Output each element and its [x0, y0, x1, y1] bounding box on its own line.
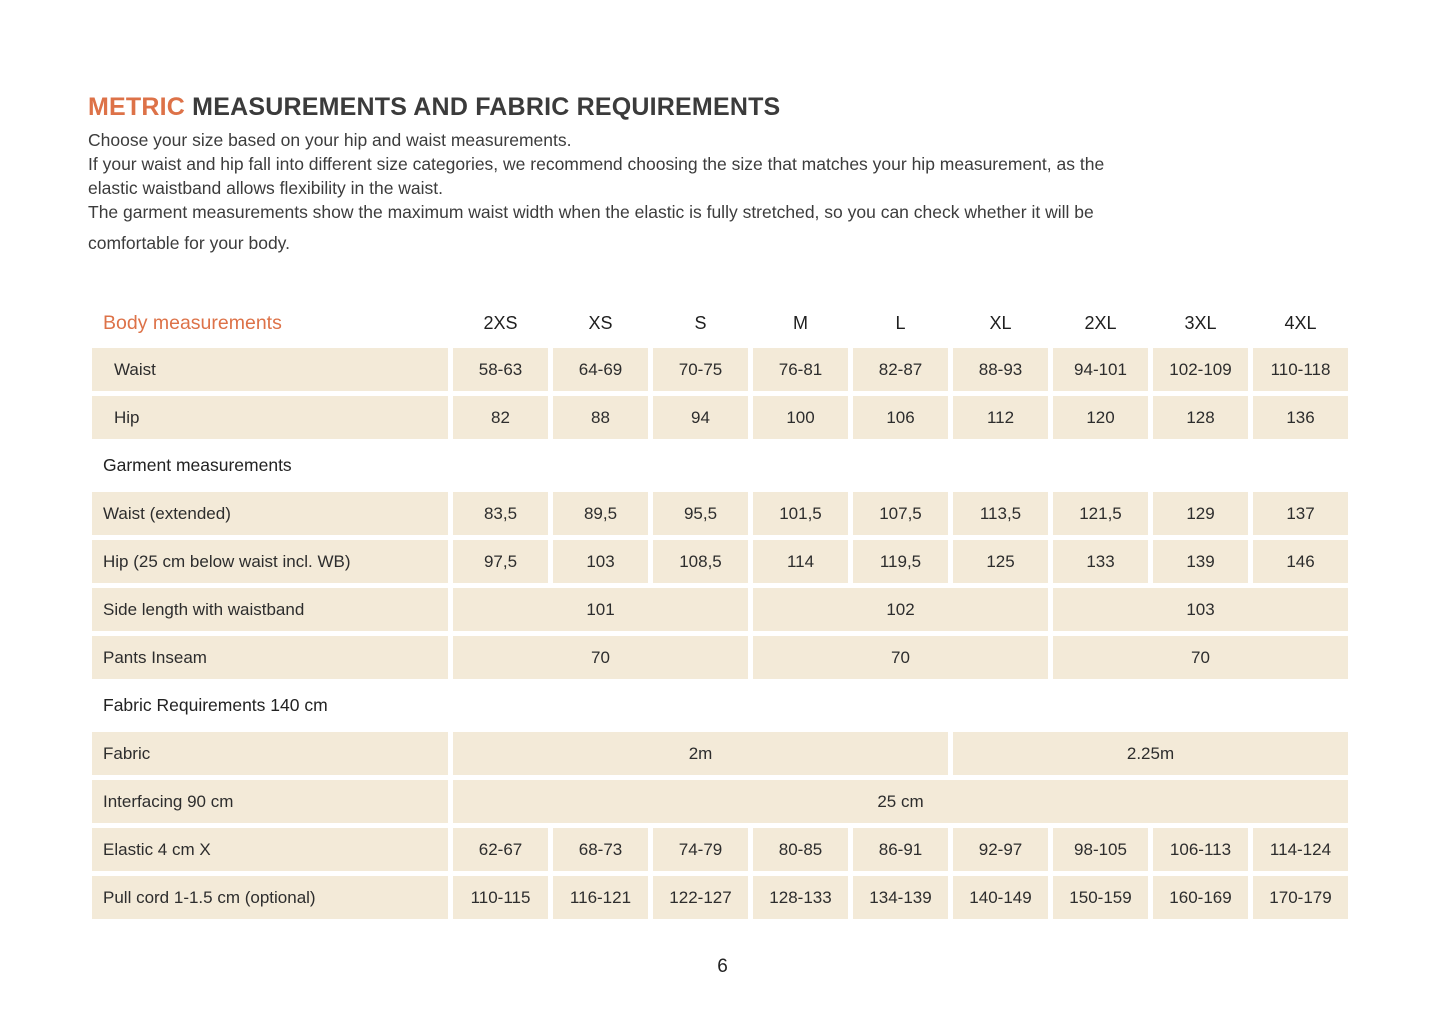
table-header-body-measurements: Body measurements [103, 311, 282, 334]
table-cell: 98-105 [1053, 828, 1148, 871]
row-label-waist-extended: Waist (extended) [92, 492, 448, 535]
size-column-header: 2XL [1084, 312, 1117, 333]
section-heading-fabric: Fabric Requirements 140 cm [103, 695, 328, 715]
page-number: 6 [717, 956, 728, 977]
page-title: METRIC MEASUREMENTS AND FABRIC REQUIREME… [88, 92, 1300, 122]
page-title-highlight: METRIC [88, 93, 186, 121]
intro-line: Choose your size based on your hip and w… [88, 130, 572, 150]
table-cell: 134-139 [853, 876, 948, 919]
table-cell: 136 [1253, 396, 1348, 439]
table-cell-merged: 70 [453, 636, 748, 679]
table-cell: 106 [853, 396, 948, 439]
table-cell: 64-69 [553, 348, 648, 391]
page-title-rest: MEASUREMENTS AND FABRIC REQUIREMENTS [185, 93, 781, 121]
table-cell: 74-79 [653, 828, 748, 871]
row-label-interfacing: Interfacing 90 cm [92, 780, 448, 823]
row-label-hip: Hip [92, 396, 448, 439]
table-cell: 133 [1053, 540, 1148, 583]
page-content: METRIC MEASUREMENTS AND FABRIC REQUIREME… [88, 92, 1348, 919]
table-cell: 100 [753, 396, 848, 439]
table-cell: 110-115 [453, 876, 548, 919]
table-cell: 70-75 [653, 348, 748, 391]
intro-paragraphs: Choose your size based on your hip and w… [88, 128, 1300, 255]
intro-line: If your waist and hip fall into differen… [88, 154, 1105, 174]
table-cell-merged: 25 cm [453, 780, 1348, 823]
intro-line: comfortable for your body. [88, 233, 290, 253]
table-cell-merged: 103 [1053, 588, 1348, 631]
row-label-hip-garment: Hip (25 cm below waist incl. WB) [92, 540, 448, 583]
row-label-elastic: Elastic 4 cm X [92, 828, 448, 871]
table-cell: 125 [953, 540, 1048, 583]
table-cell: 92-97 [953, 828, 1048, 871]
table-cell: 146 [1253, 540, 1348, 583]
table-cell: 119,5 [853, 540, 948, 583]
table-cell: 89,5 [553, 492, 648, 535]
table-cell: 160-169 [1153, 876, 1248, 919]
table-cell: 110-118 [1253, 348, 1348, 391]
table-cell: 116-121 [553, 876, 648, 919]
size-column-header: S [694, 312, 707, 333]
section-heading-garment: Garment measurements [103, 455, 292, 475]
size-column-header: XL [989, 312, 1012, 333]
table-cell: 102-109 [1153, 348, 1248, 391]
table-cell: 113,5 [953, 492, 1048, 535]
size-column-header: 4XL [1284, 312, 1317, 333]
table-cell: 103 [553, 540, 648, 583]
table-cell: 76-81 [753, 348, 848, 391]
table-cell-merged: 2m [453, 732, 948, 775]
table-cell: 94 [653, 396, 748, 439]
table-cell: 120 [1053, 396, 1148, 439]
size-column-header: M [793, 312, 808, 333]
size-column-header: 2XS [483, 312, 518, 333]
table-cell: 128-133 [753, 876, 848, 919]
table-cell: 82-87 [853, 348, 948, 391]
table-cell-merged: 2.25m [953, 732, 1348, 775]
table-cell: 128 [1153, 396, 1248, 439]
table-cell: 140-149 [953, 876, 1048, 919]
table-cell: 122-127 [653, 876, 748, 919]
table-cell: 150-159 [1053, 876, 1148, 919]
table-cell-merged: 70 [1053, 636, 1348, 679]
table-cell: 83,5 [453, 492, 548, 535]
table-cell: 114-124 [1253, 828, 1348, 871]
table-cell: 114 [753, 540, 848, 583]
row-label-pull-cord: Pull cord 1-1.5 cm (optional) [92, 876, 448, 919]
table-cell: 107,5 [853, 492, 948, 535]
table-cell: 88 [553, 396, 648, 439]
size-column-header: L [895, 312, 906, 333]
table-cell-merged: 101 [453, 588, 748, 631]
table-cell-merged: 102 [753, 588, 1048, 631]
table-cell: 121,5 [1053, 492, 1148, 535]
table-cell: 95,5 [653, 492, 748, 535]
size-column-header: XS [588, 312, 613, 333]
size-column-header: 3XL [1184, 312, 1217, 333]
table-cell: 129 [1153, 492, 1248, 535]
table-cell: 170-179 [1253, 876, 1348, 919]
table-cell: 106-113 [1153, 828, 1248, 871]
table-cell: 137 [1253, 492, 1348, 535]
table-cell: 94-101 [1053, 348, 1148, 391]
size-table: Body measurements 2XS XS S M L XL 2XL 3X… [92, 303, 1348, 919]
table-cell: 101,5 [753, 492, 848, 535]
intro-line: The garment measurements show the maximu… [88, 202, 1094, 222]
table-cell: 112 [953, 396, 1048, 439]
table-cell-merged: 70 [753, 636, 1048, 679]
table-cell: 86-91 [853, 828, 948, 871]
table-cell: 139 [1153, 540, 1248, 583]
row-label-waist: Waist [92, 348, 448, 391]
table-cell: 108,5 [653, 540, 748, 583]
table-cell: 97,5 [453, 540, 548, 583]
row-label-inseam: Pants Inseam [92, 636, 448, 679]
table-cell: 88-93 [953, 348, 1048, 391]
table-cell: 82 [453, 396, 548, 439]
table-cell: 68-73 [553, 828, 648, 871]
table-cell: 58-63 [453, 348, 548, 391]
row-label-fabric: Fabric [92, 732, 448, 775]
intro-line: elastic waistband allows flexibility in … [88, 178, 444, 198]
table-cell: 80-85 [753, 828, 848, 871]
row-label-side-length: Side length with waistband [92, 588, 448, 631]
table-cell: 62-67 [453, 828, 548, 871]
